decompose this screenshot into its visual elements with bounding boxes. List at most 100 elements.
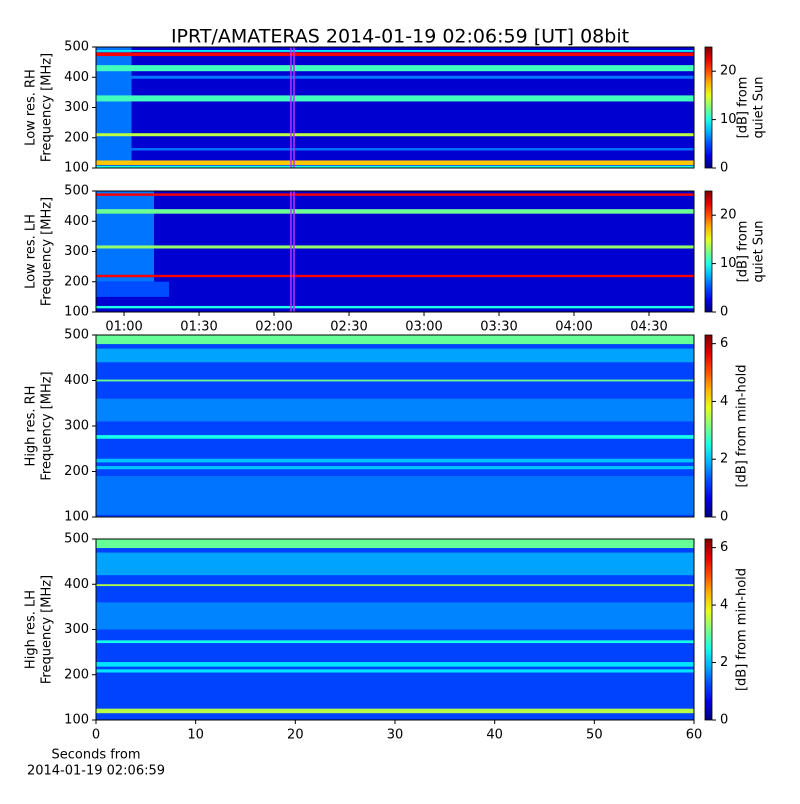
y-axis-label: High res. RH [24,386,39,467]
colorbar-tick-label: 2 [720,655,728,670]
band [96,466,694,470]
band [96,65,694,72]
colorbar-tick-label: 0 [720,510,728,525]
band [96,165,694,168]
colorbar-tick-label: 6 [720,540,728,555]
x-tick-label: 04:00 [555,320,592,335]
colorbar-tick-label: 4 [720,598,728,613]
band [96,50,694,52]
colorbar-label: [dB] from min-hold [735,364,750,487]
x-axis-label: 2014-01-19 02:06:59 [27,764,165,779]
y-tick-label: 300 [64,622,89,637]
colorbar-label: quiet Sun [752,220,767,282]
band [96,552,694,576]
band [96,95,694,102]
band [96,458,694,463]
colorbar-label: [dB] from min-hold [735,568,750,691]
colorbar [704,334,713,518]
x-tick-label: 20 [287,728,304,743]
band [96,274,694,278]
y-tick-label: 200 [64,274,89,289]
y-tick-label: 500 [64,184,89,199]
x-axis-label: Seconds from [51,748,140,763]
colorbar-tick-label: 4 [720,394,728,409]
y-axis-label: Frequency [MHz] [40,371,55,480]
x-tick-label: 04:30 [630,320,667,335]
band [96,708,694,714]
band [96,245,694,249]
band [96,640,694,644]
x-tick-label: 50 [586,728,603,743]
colorbar-tick-label: 0 [720,305,728,320]
y-axis-label: Low res. LH [24,214,39,289]
band [96,52,694,57]
colorbar-tick-label: 20 [720,64,737,79]
band [96,281,170,297]
band [96,160,694,165]
y-tick-label: 100 [64,305,89,320]
y-axis-label: Frequency [MHz] [40,197,55,306]
y-tick-label: 200 [64,130,89,145]
colorbar-tick-label: 0 [720,161,728,176]
y-tick-label: 500 [64,328,89,343]
band [96,669,694,673]
colorbar [704,46,713,169]
band [96,148,694,151]
x-tick-label: 10 [187,728,204,743]
colorbar-tick-label: 0 [720,713,728,728]
band [96,435,694,439]
band [96,209,694,214]
y-tick-label: 400 [64,214,89,229]
y-tick-label: 100 [64,510,89,525]
band [96,191,155,282]
x-tick-label: 30 [387,728,404,743]
y-axis-label: Low res. RH [24,69,39,146]
x-tick-label: 03:30 [480,320,517,335]
x-tick-label: 60 [686,728,703,743]
band [96,348,694,363]
band [96,193,694,196]
band [96,476,694,515]
y-tick-label: 500 [64,532,89,547]
band [96,584,694,587]
band [96,398,694,422]
y-tick-label: 100 [64,161,89,176]
band [96,133,694,137]
colorbar-tick-label: 10 [720,112,737,127]
y-tick-label: 500 [64,40,89,55]
colorbar [704,190,713,313]
band [96,75,694,79]
y-tick-label: 300 [64,244,89,259]
colorbar-label: [dB] from [736,221,751,283]
colorbar-tick-label: 6 [720,336,728,351]
x-tick-label: 03:00 [405,320,442,335]
band [96,602,694,630]
x-tick-label: 01:30 [180,320,217,335]
y-tick-label: 300 [64,419,89,434]
band [96,335,694,345]
y-tick-label: 400 [64,70,89,85]
colorbar-label: quiet Sun [752,76,767,138]
y-axis-label: Frequency [MHz] [40,53,55,162]
chart-title: IPRT/AMATERAS 2014-01-19 02:06:59 [UT] 0… [171,26,629,48]
band [96,539,694,549]
x-tick-label: 01:00 [105,320,142,335]
y-tick-label: 200 [64,667,89,682]
y-axis-label: Frequency [MHz] [40,575,55,684]
y-tick-label: 100 [64,713,89,728]
x-tick-label: 40 [486,728,503,743]
y-axis-label: High res. LH [24,590,39,669]
band [96,47,132,162]
colorbar-label: [dB] from [736,77,751,139]
colorbar-tick-label: 20 [720,208,737,223]
x-tick-label: 02:30 [330,320,367,335]
band [96,305,694,309]
y-tick-label: 400 [64,373,89,388]
band [96,379,694,382]
x-tick-label: 02:00 [255,320,292,335]
colorbar-tick-label: 10 [720,256,737,271]
colorbar [704,538,713,721]
y-tick-label: 400 [64,577,89,592]
y-tick-label: 200 [64,464,89,479]
x-tick-label: 0 [92,728,100,743]
